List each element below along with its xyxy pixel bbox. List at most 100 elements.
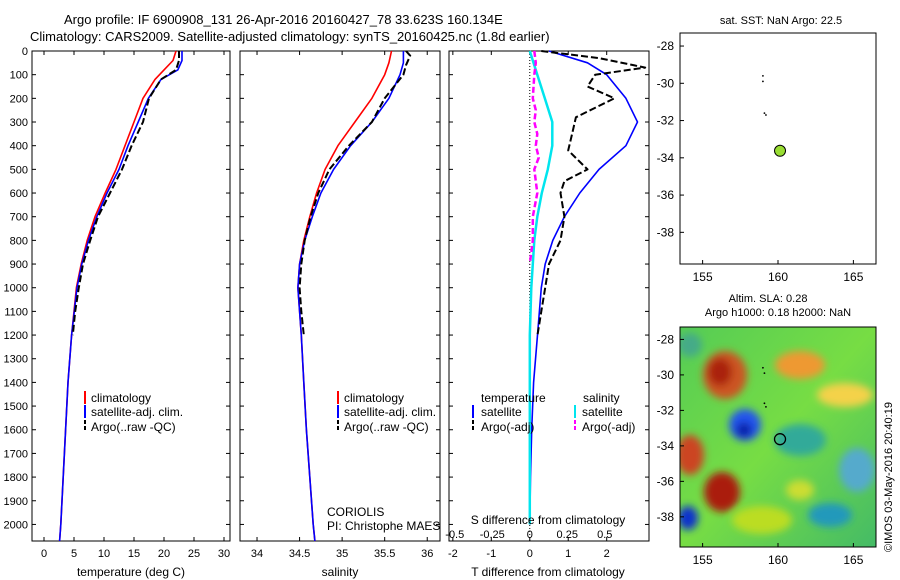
temp-ytick-label: 300 [10,117,28,129]
credit-pi: PI: Christophe MAES [327,519,440,533]
sla-land-speck [763,402,766,405]
temp-ytick-label: 0 [22,46,28,58]
sla-ytick-label: -32 [657,403,675,417]
temp-ytick-label: 1200 [4,330,28,342]
temp-ytick-label: 1400 [4,377,28,389]
temp-ytick-label: 500 [10,164,28,176]
sal-xtick-label: 36 [421,548,433,560]
sst-ytick-label: -32 [657,114,675,128]
diff-top-label: S difference from climatology [471,513,626,527]
temp-xtick-label: 30 [218,548,230,560]
sal-xtick-label: 34.5 [289,548,310,560]
temp-xtick-label: 15 [128,548,140,560]
sst-argo-marker [774,144,787,157]
sla-anomaly-blobs [680,333,875,534]
sla-land-speck [763,372,766,375]
sla-map-title2: Argo h1000: 0.18 h2000: NaN [705,307,851,319]
diff-legend-s-satellite: satellite [582,405,623,419]
sst-ytick-label: -30 [657,76,675,90]
temp-xtick-label: 10 [98,548,110,560]
diff-xlabel: T difference from climatology [471,565,625,579]
temp-ytick-label: 100 [10,70,28,82]
sal-series-climatology-line [297,50,393,542]
diff-legend-salinity-head: salinity [583,391,620,405]
sst-xtick-label: 155 [693,270,713,284]
temp-ytick-label: 1500 [4,401,28,413]
sla-map [680,327,876,547]
temp-xlabel: temperature (deg C) [77,565,185,579]
sal-xtick-label: 35.5 [374,548,395,560]
temp-ytick-label: 1800 [4,472,28,484]
diff-xtick-label: 2 [604,548,610,560]
diff-legend-s-argo: Argo(-adj) [582,420,635,434]
temp-ytick-label: 800 [10,235,28,247]
sst-xtick-label: 160 [768,270,788,284]
diff-s-tick-label: 0.25 [557,529,578,541]
temp-ytick-label: 900 [10,259,28,271]
credit-coriolis: CORIOLIS [327,505,384,519]
diff-s-tick-label: 0.5 [597,529,612,541]
temp-xtick-label: 5 [71,548,77,560]
temp-xtick-label: 25 [188,548,200,560]
temp-series-satellite-line [58,51,183,542]
diff-temperature-black-dashed-line [536,50,647,336]
temp-legend-satellite: satellite-adj. clim. [91,405,183,419]
sla-ytick-label: -36 [657,474,675,488]
diff-xtick-label: 1 [565,548,571,560]
temperature-panel-frame [31,50,231,542]
temp-ytick-label: 400 [10,141,28,153]
sla-xtick-label: 165 [843,553,863,567]
sst-xtick-label: 165 [843,270,863,284]
temp-series-argo-line [71,51,180,336]
sla-land-speck [762,366,764,369]
diff-temperature-blue-line [529,50,639,525]
temp-ytick-label: 200 [10,93,28,105]
temp-xtick-label: 0 [41,548,47,560]
temp-legend-climatology: climatology [91,391,151,405]
sla-ytick-label: -28 [657,332,675,346]
sla-ytick-label: -30 [657,368,675,382]
diff-s-tick-label: -0.25 [480,529,505,541]
temp-ytick-label: 600 [10,188,28,200]
sst-land-speck [765,114,767,116]
figure-title-line1: Argo profile: IF 6900908_131 26-Apr-2016… [64,12,503,27]
sla-land-speck [765,405,767,408]
difference-panel-frame [448,50,650,542]
sst-ytick-label: -34 [657,151,675,165]
sal-xtick-label: 34 [251,548,263,560]
sst-ytick-label: -28 [657,39,675,53]
sla-argo-marker [773,433,787,446]
sla-xtick-label: 155 [693,553,713,567]
sla-xtick-label: 160 [768,553,788,567]
diff-legend-t-argo: Argo(-adj) [481,420,534,434]
temp-ytick-label: 1000 [4,283,28,295]
temp-ytick-label: 1300 [4,354,28,366]
sal-legend-climatology: climatology [344,391,404,405]
salinity-panel-frame [239,50,441,542]
temp-ytick-label: 1900 [4,496,28,508]
temp-legend-argo: Argo(..raw -QC) [91,420,176,434]
sla-map-title1: Altim. SLA: 0.28 [729,293,808,305]
temp-ytick-label: 1600 [4,425,28,437]
sst-ytick-label: -38 [657,225,675,239]
sla-ytick-label: -34 [657,439,675,453]
sst-land-speck [762,80,764,83]
sst-map-title: sat. SST: NaN Argo: 22.5 [720,15,842,27]
diff-salinity-magenta-dashed-line [528,50,541,265]
diff-xtick-label: -2 [448,548,458,560]
sst-ytick-label: -36 [657,188,675,202]
sal-series-argo-line [298,50,412,336]
imos-watermark: ©IMOS 03-May-2016 20:40:19 [883,402,895,552]
diff-salinity-cyan-line [528,50,554,525]
sal-legend-argo: Argo(..raw -QC) [344,420,429,434]
temp-xtick-label: 20 [158,548,170,560]
sal-xlabel: salinity [322,565,359,579]
sal-series-satellite-line [297,51,405,542]
temp-ytick-label: 2000 [4,519,28,531]
sst-land-speck [763,112,766,115]
temp-ytick-label: 1100 [4,306,28,318]
sal-xtick-label: 35 [336,548,348,560]
diff-legend-temperature-head: temperature [481,391,546,405]
figure-title-line2: Climatology: CARS2009. Satellite-adjuste… [30,29,550,44]
